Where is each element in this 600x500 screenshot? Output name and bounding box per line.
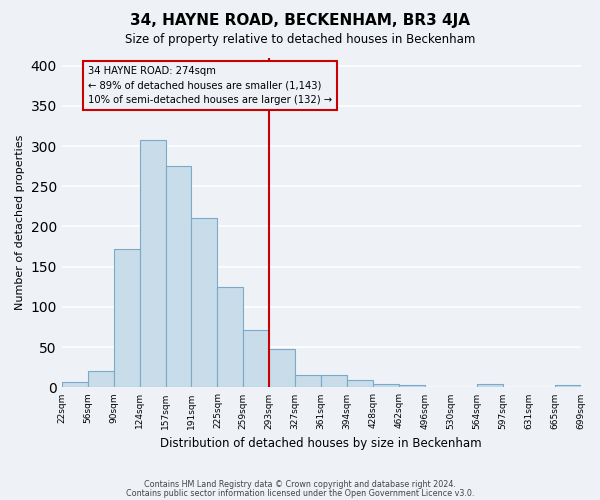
Bar xyxy=(88,372,113,388)
Bar xyxy=(399,385,425,388)
Bar xyxy=(140,140,166,388)
Bar xyxy=(373,384,399,388)
Text: Contains HM Land Registry data © Crown copyright and database right 2024.: Contains HM Land Registry data © Crown c… xyxy=(144,480,456,489)
Bar xyxy=(166,166,191,388)
Bar xyxy=(321,376,347,388)
X-axis label: Distribution of detached houses by size in Beckenham: Distribution of detached houses by size … xyxy=(160,437,482,450)
Bar xyxy=(554,385,581,388)
Text: 34 HAYNE ROAD: 274sqm
← 89% of detached houses are smaller (1,143)
10% of semi-d: 34 HAYNE ROAD: 274sqm ← 89% of detached … xyxy=(88,66,332,105)
Bar xyxy=(295,374,321,388)
Text: Contains public sector information licensed under the Open Government Licence v3: Contains public sector information licen… xyxy=(126,488,474,498)
Text: Size of property relative to detached houses in Beckenham: Size of property relative to detached ho… xyxy=(125,34,475,46)
Bar xyxy=(244,330,269,388)
Bar xyxy=(269,349,295,388)
Bar xyxy=(477,384,503,388)
Bar xyxy=(113,249,140,388)
Y-axis label: Number of detached properties: Number of detached properties xyxy=(15,135,25,310)
Bar xyxy=(347,380,373,388)
Text: 34, HAYNE ROAD, BECKENHAM, BR3 4JA: 34, HAYNE ROAD, BECKENHAM, BR3 4JA xyxy=(130,12,470,28)
Bar xyxy=(217,287,244,388)
Bar xyxy=(425,386,451,388)
Bar xyxy=(191,218,217,388)
Bar xyxy=(62,382,88,388)
